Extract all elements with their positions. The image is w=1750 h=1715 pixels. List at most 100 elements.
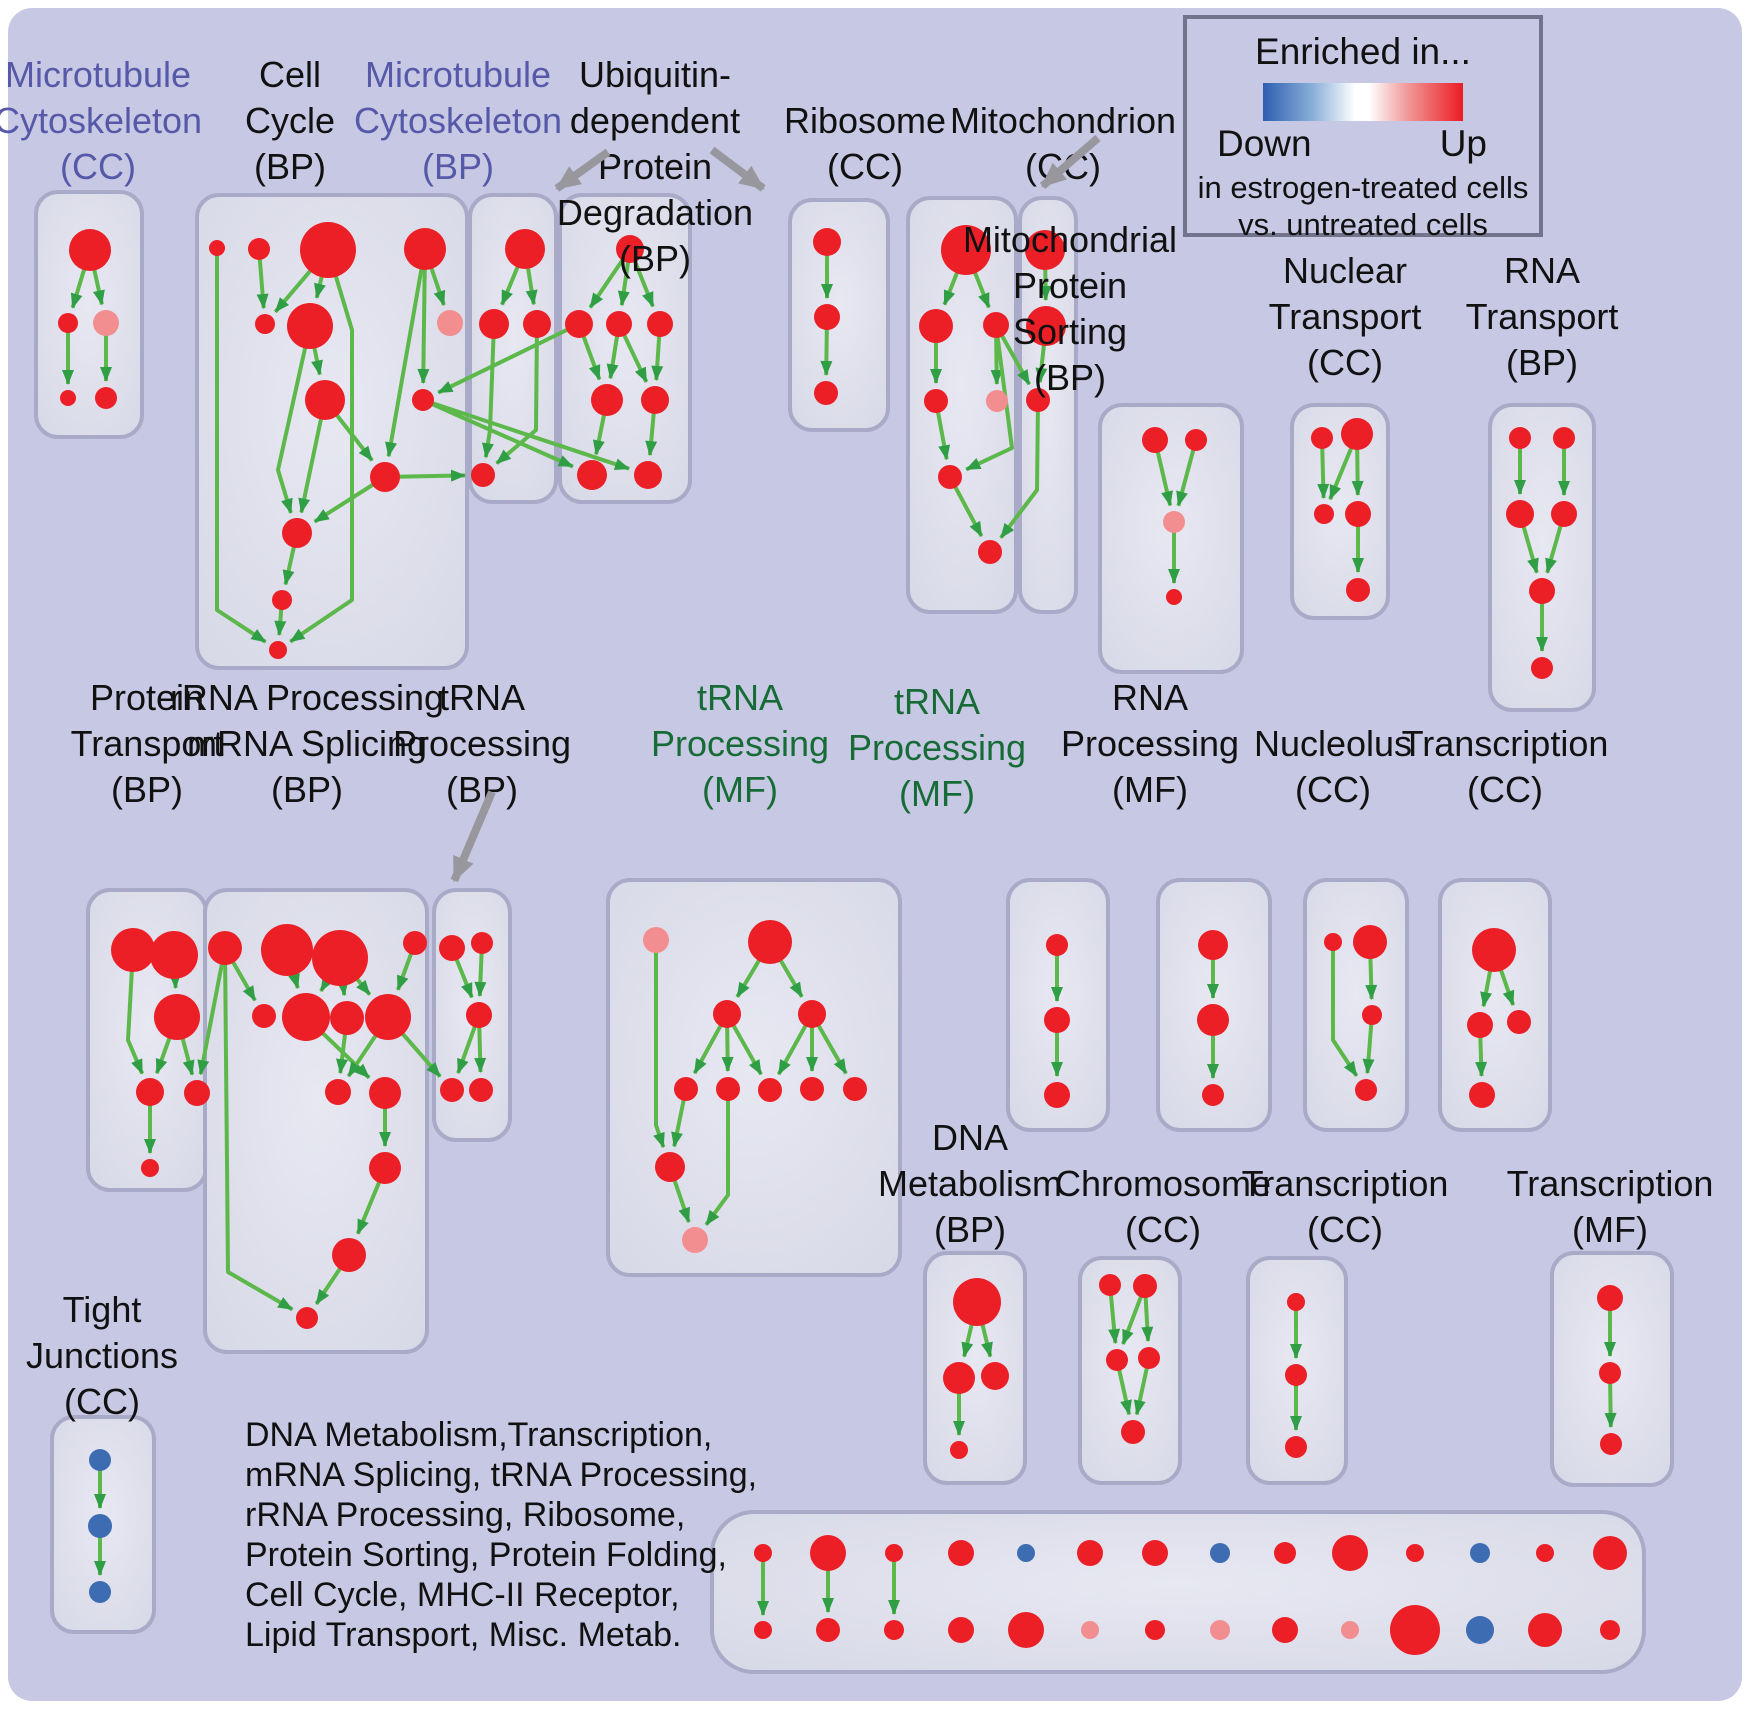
cluster-title-chromosome: Chromosome (CC) [1055,1163,1271,1250]
legend-box: Enriched in... Down Up in estrogen-treat… [1183,15,1543,242]
legend-down-label: Down [1217,123,1312,164]
go-node [647,311,673,337]
go-node [1142,1540,1168,1566]
go-node [986,390,1008,412]
go-node [924,389,948,413]
cluster-title-rrna: rRNA Processing mRNA Splicing (BP) [170,677,444,810]
cluster-box-transcription-cc-a [1438,878,1552,1132]
go-node [141,1159,159,1177]
go-node [919,309,953,343]
go-node [1210,1620,1230,1640]
go-node [1025,230,1065,270]
footer-note-line: Protein Sorting, Protein Folding, [245,1536,727,1574]
cluster-box-cell-cycle-bp [195,193,469,670]
legend-subtitle-1: in estrogen-treated cells [1197,170,1529,205]
footer-note-line: Cell Cycle, MHC-II Receptor, [245,1576,680,1614]
cluster-title-nuclear-transport: Nuclear Transport (CC) [1269,250,1422,383]
go-node [58,313,78,333]
footer-note-line: DNA Metabolism,Transcription, [245,1416,713,1454]
go-node [1355,1079,1377,1101]
go-node [412,389,434,411]
go-node [948,1617,974,1643]
cluster-title-trna-bp: tRNA Processing (BP) [393,677,571,810]
go-node [1210,1543,1230,1563]
cluster-box-nuclear-transport [1290,403,1390,620]
go-node [300,222,356,278]
go-node [466,1002,492,1028]
go-node [208,931,242,965]
cluster-title-microtubule-cc: Microtubule Cytoskeleton (CC) [0,54,202,187]
go-edge [197,947,227,1076]
go-node [1536,1544,1554,1562]
go-node [282,518,312,548]
go-edge [422,398,630,471]
cluster-title-protein-transport: Protein Transport (BP) [71,677,224,810]
go-node [1593,1536,1627,1570]
go-node [269,641,287,659]
go-node [641,386,669,414]
go-node [369,1077,401,1109]
go-node [150,931,198,979]
go-node [948,1540,974,1566]
go-node [95,387,117,409]
go-node [1507,1010,1531,1034]
cluster-title-transcription-cc-a: Transcription (CC) [1402,723,1609,810]
go-node [1470,1543,1490,1563]
cluster-title-trna-mf-a: tRNA Processing (MF) [651,677,829,810]
go-node [941,225,991,275]
go-node [261,924,313,976]
go-node [287,303,333,349]
label-pointer-arrow [709,146,766,192]
go-edge [385,248,427,458]
go-node [89,1581,111,1603]
go-node [1202,1084,1224,1106]
go-node [1044,1007,1070,1033]
cluster-title-rna-proc-mf: RNA Processing (MF) [1061,677,1239,810]
go-node [1599,1362,1621,1384]
go-node [814,304,840,330]
go-edge [215,248,267,644]
cluster-title-trna-mf-b: tRNA Processing (MF) [848,681,1026,814]
go-edge [437,322,580,395]
go-node [758,1078,782,1102]
go-node [1166,589,1182,605]
go-node [655,1152,685,1182]
go-node [1121,1420,1145,1444]
go-node [111,928,155,972]
go-node [404,228,446,270]
go-node [713,1000,741,1028]
go-edge [422,398,574,469]
go-node [1099,1274,1121,1296]
go-node [272,590,292,610]
go-node [1597,1285,1623,1311]
go-node [370,462,400,492]
go-node [674,1077,698,1101]
go-node [154,994,200,1040]
go-node [1185,429,1207,451]
go-edge [965,324,1014,472]
go-node [305,380,345,420]
footer-note-line: mRNA Splicing, tRNA Processing, [245,1456,758,1494]
go-node [1287,1293,1305,1311]
go-node [885,1544,903,1562]
go-node [943,1362,975,1394]
go-node [369,1152,401,1184]
go-node [843,1077,867,1101]
go-node [643,927,669,953]
go-node [591,384,623,416]
go-edge [417,248,430,384]
go-node [365,994,411,1040]
go-node [479,309,509,339]
go-node [1341,1621,1359,1639]
cluster-box-mito-protein-sorting [1098,403,1244,674]
legend-title: Enriched in... [1255,31,1471,72]
cluster-box-trna-mf-b [1006,878,1110,1132]
legend-subtitle-2: vs. untreated cells [1238,207,1488,242]
go-node [1509,427,1531,449]
go-node [1469,1082,1495,1108]
go-node [716,1077,740,1101]
go-node [814,381,838,405]
go-edge [1331,942,1359,1077]
cluster-title-tight-junctions: Tight Junctions (CC) [26,1289,178,1422]
go-node [1198,930,1228,960]
